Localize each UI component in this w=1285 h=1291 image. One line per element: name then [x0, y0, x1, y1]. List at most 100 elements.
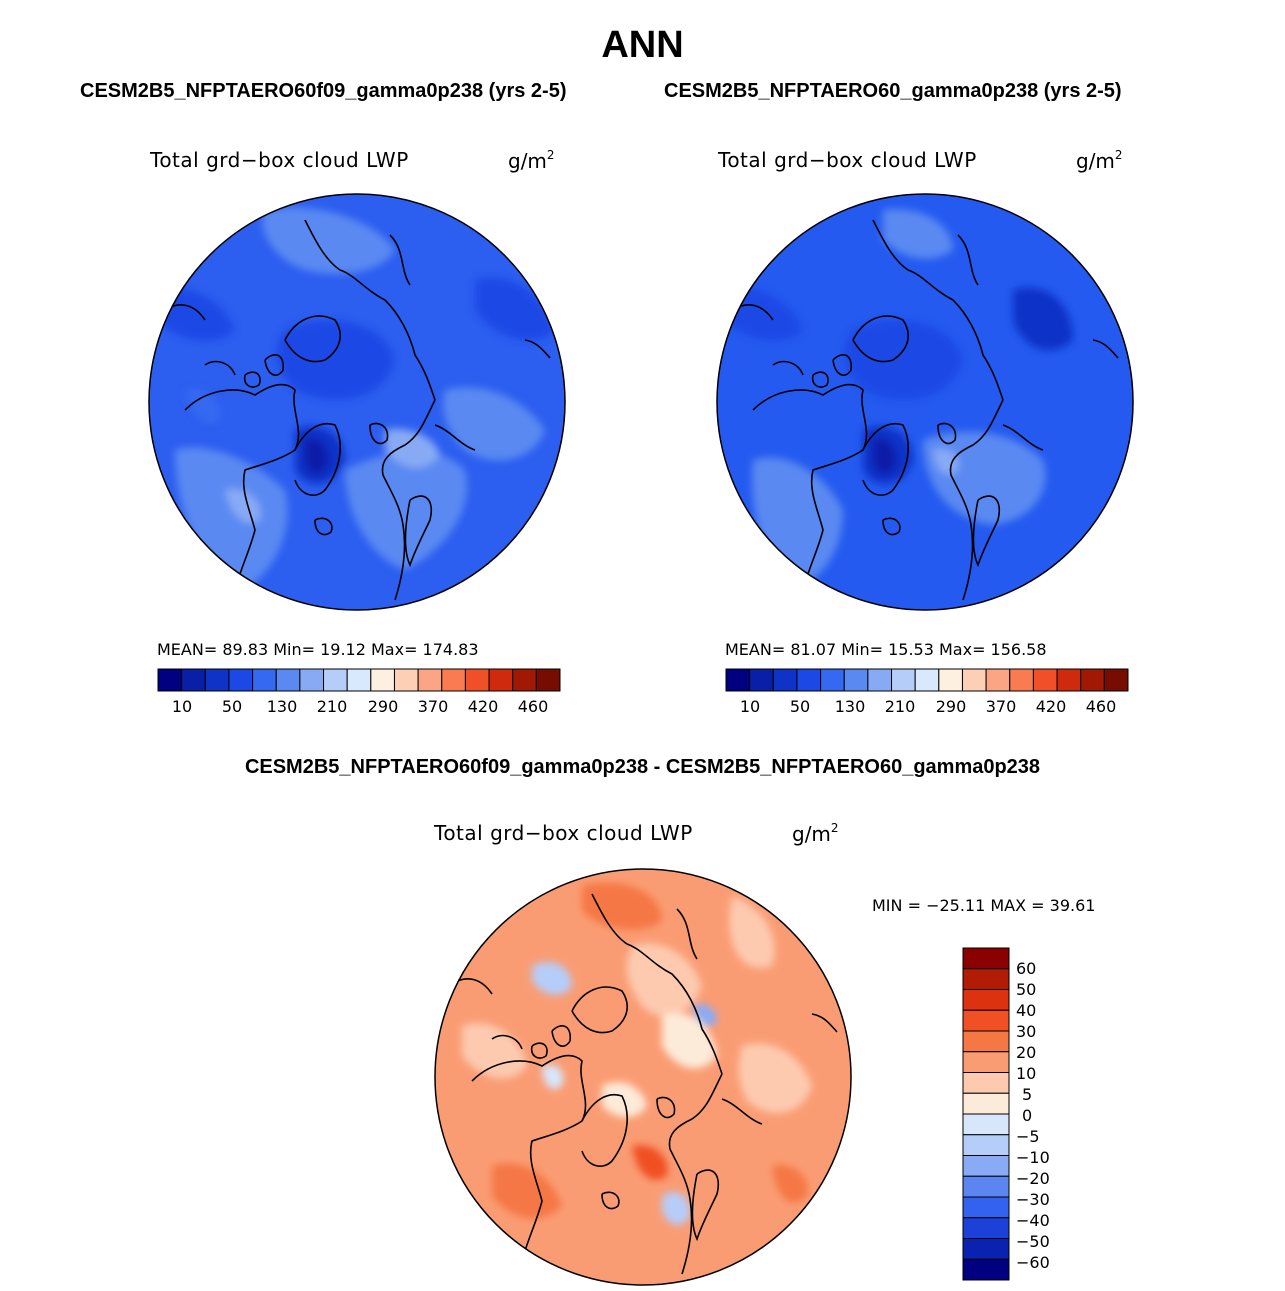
colorbar-swatch	[252, 668, 277, 692]
difference-title: CESM2B5_NFPTAERO60f09_gamma0p238 - CESM2…	[244, 756, 1041, 778]
colorbar-swatch	[346, 668, 372, 692]
colorbar-swatch	[962, 1238, 1010, 1260]
colorbar-label: 60	[1016, 959, 1037, 978]
colorbar-swatch	[985, 668, 1011, 692]
colorbar-swatch	[323, 668, 348, 692]
colorbar-label: 20	[1016, 1043, 1037, 1062]
colorbar-tick: 50	[789, 697, 811, 716]
colorbar-label: 10	[1016, 1064, 1037, 1083]
colorbar-swatch	[962, 1196, 1010, 1219]
variable-label-left: Total grd−box cloud LWP	[150, 148, 409, 172]
main-title: ANN	[601, 24, 684, 66]
colorbar-right	[725, 668, 1129, 692]
colorbar-tick: 130	[834, 697, 866, 716]
colorbar-tick: 10	[171, 697, 193, 716]
colorbar-swatch	[535, 668, 561, 692]
colorbar-swatch	[299, 668, 325, 692]
colorbar-tick: 210	[316, 697, 348, 716]
colorbar-swatch	[796, 668, 822, 692]
colorbar-label: −10	[1016, 1148, 1050, 1167]
colorbar-swatch	[962, 947, 1010, 970]
colorbar-label: −50	[1016, 1232, 1050, 1251]
colorbar-swatch	[772, 668, 798, 692]
stats-right: MEAN= 81.07 Min= 15.53 Max= 156.58	[725, 640, 1047, 659]
stats-diff: MIN = −25.11 MAX = 39.61	[872, 896, 1096, 915]
units-label-right: g/m2	[1076, 148, 1123, 173]
colorbar-tick: 50	[221, 697, 243, 716]
colorbar-left	[157, 668, 561, 692]
colorbar-label: −40	[1016, 1211, 1050, 1230]
colorbar-swatch	[962, 1134, 1010, 1156]
polar-map-diff	[434, 868, 852, 1286]
colorbar-label: 40	[1016, 1001, 1037, 1020]
colorbar-tick: 460	[517, 697, 549, 716]
case-title-right: CESM2B5_NFPTAERO60_gamma0p238 (yrs 2-5)	[664, 80, 1122, 102]
colorbar-swatch	[204, 668, 230, 692]
colorbar-tick: 370	[985, 697, 1017, 716]
colorbar-tick: 290	[935, 697, 967, 716]
stats-left: MEAN= 89.83 Min= 19.12 Max= 174.83	[157, 640, 479, 659]
variable-label-diff: Total grd−box cloud LWP	[434, 821, 693, 845]
colorbar-swatch	[1056, 668, 1082, 692]
colorbar-tick: 130	[266, 697, 298, 716]
colorbar-label: 5	[1022, 1085, 1033, 1104]
colorbar-swatch	[891, 668, 916, 692]
colorbar-ticks-right: 10 50 130 210 290 370 420 460	[725, 697, 1129, 717]
colorbar-swatch	[1032, 668, 1058, 692]
colorbar-swatch	[228, 668, 254, 692]
colorbar-swatch	[914, 668, 940, 692]
colorbar-ticks-left: 10 50 130 210 290 370 420 460	[157, 697, 561, 717]
colorbar-label: −60	[1016, 1253, 1050, 1272]
colorbar-tick: 210	[884, 697, 916, 716]
polar-map-left	[148, 193, 566, 611]
colorbar-swatch	[962, 968, 1010, 990]
colorbar-swatch	[417, 668, 443, 692]
colorbar-label: −5	[1016, 1127, 1040, 1146]
colorbar-label: 50	[1016, 980, 1037, 999]
polar-map-right	[716, 193, 1134, 611]
colorbar-label: 30	[1016, 1022, 1037, 1041]
colorbar-tick: 10	[739, 697, 761, 716]
colorbar-label: −30	[1016, 1190, 1050, 1209]
colorbar-swatch	[441, 668, 466, 692]
colorbar-swatch	[938, 668, 963, 692]
colorbar-swatch	[275, 668, 301, 692]
colorbar-swatch	[512, 668, 537, 692]
variable-label-right: Total grd−box cloud LWP	[718, 148, 977, 172]
colorbar-diff	[962, 947, 1010, 1281]
colorbar-swatch	[1103, 668, 1129, 692]
colorbar-swatch	[725, 668, 751, 692]
colorbar-swatch	[393, 668, 419, 692]
colorbar-swatch	[962, 1217, 1010, 1239]
colorbar-tick: 420	[1035, 697, 1067, 716]
colorbar-swatch	[488, 668, 514, 692]
colorbar-swatch	[749, 668, 774, 692]
colorbar-swatch	[820, 668, 845, 692]
colorbar-tick: 420	[467, 697, 499, 716]
colorbar-swatch	[157, 668, 183, 692]
case-title-left: CESM2B5_NFPTAERO60f09_gamma0p238 (yrs 2-…	[80, 80, 567, 102]
colorbar-swatch	[1080, 668, 1105, 692]
units-label-diff: g/m2	[792, 821, 839, 846]
colorbar-tick: 370	[417, 697, 449, 716]
colorbar-swatch	[962, 1258, 1010, 1281]
colorbar-swatch	[1009, 668, 1034, 692]
colorbar-swatch	[370, 668, 395, 692]
colorbar-swatch	[962, 1175, 1010, 1198]
colorbar-tick: 290	[367, 697, 399, 716]
colorbar-label: −20	[1016, 1169, 1050, 1188]
colorbar-swatch	[962, 1009, 1010, 1032]
colorbar-swatch	[961, 668, 987, 692]
colorbar-swatch	[962, 989, 1010, 1011]
colorbar-label: 0	[1022, 1106, 1033, 1125]
colorbar-swatch	[181, 668, 206, 692]
colorbar-swatch	[962, 1113, 1010, 1136]
colorbar-swatch	[843, 668, 869, 692]
colorbar-swatch	[464, 668, 490, 692]
colorbar-swatch	[962, 1051, 1010, 1073]
colorbar-tick: 460	[1085, 697, 1117, 716]
colorbar-swatch	[962, 1030, 1010, 1053]
colorbar-swatch	[962, 1155, 1010, 1177]
units-label-left: g/m2	[508, 148, 555, 173]
colorbar-swatch	[962, 1092, 1010, 1115]
